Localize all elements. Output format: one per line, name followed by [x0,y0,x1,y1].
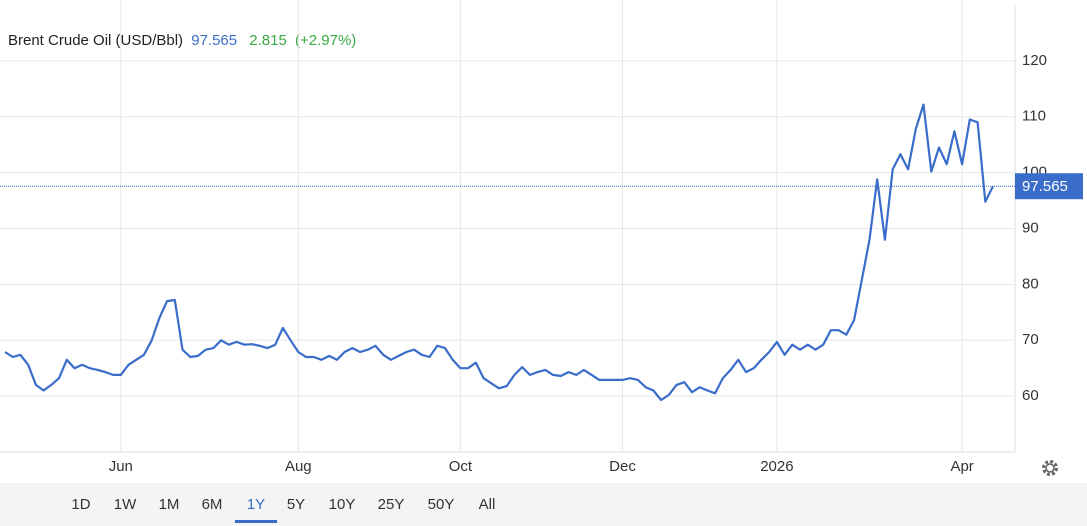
y-tick-label: 110 [1022,108,1046,125]
x-tick-label: Aug [285,458,312,475]
last-price-label: 97.565 [1022,178,1068,195]
range-button[interactable]: 6M [202,496,223,513]
range-button[interactable]: 10Y [329,496,356,513]
range-button[interactable]: 5Y [287,496,305,513]
price-change: 2.815 [249,32,287,49]
last-price: 97.565 [191,32,237,49]
y-tick-label: 120 [1022,52,1047,69]
range-button[interactable]: 1M [159,496,180,513]
range-button[interactable]: 50Y [428,496,455,513]
range-button[interactable]: All [479,496,496,513]
last-price-badge [1015,173,1083,200]
range-button[interactable]: 1Y [247,496,265,513]
price-line [4,103,994,402]
x-tick-label: Jun [109,458,133,475]
y-tick-label: 80 [1022,275,1039,292]
chart-header: Brent Crude Oil (USD/Bbl) 97.565 2.815 (… [8,32,356,49]
y-tick-label: 70 [1022,331,1039,348]
x-tick-label: Dec [609,458,636,475]
x-tick-label: Apr [950,458,973,475]
y-tick-label: 90 [1022,219,1039,236]
price-change-percent: (+2.97%) [295,32,356,49]
range-button[interactable]: 25Y [378,496,405,513]
x-tick-label: 2026 [760,458,793,475]
range-selected-underline [235,520,277,523]
range-button[interactable]: 1W [114,496,137,513]
x-tick-label: Oct [449,458,473,475]
range-button[interactable]: 1D [71,496,90,513]
y-tick-label: 60 [1022,387,1039,404]
range-bar [0,483,1087,526]
chart-title: Brent Crude Oil (USD/Bbl) [8,32,183,49]
settings-icon[interactable] [1042,460,1058,476]
